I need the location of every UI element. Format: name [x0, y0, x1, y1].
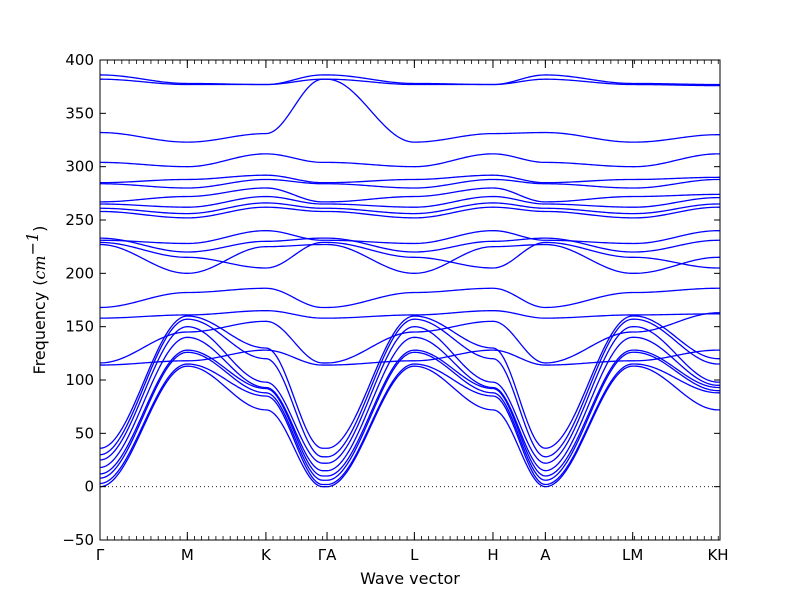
y-tick-label: 200: [65, 264, 94, 282]
y-tick-label: 150: [65, 318, 94, 336]
band-line: [99, 363, 720, 486]
y-tick-label: 250: [65, 211, 94, 229]
band-line: [99, 315, 720, 449]
band-line: [99, 78, 720, 143]
x-tick-label: M: [181, 546, 194, 564]
band-line: [99, 178, 720, 189]
y-tick-label: 400: [65, 51, 94, 69]
band-line: [99, 174, 720, 184]
y-tick-label: 300: [65, 158, 94, 176]
y-axis-unit: cm: [30, 255, 49, 279]
band-line: [99, 78, 720, 87]
band-line: [99, 312, 720, 364]
y-tick-label: 50: [75, 424, 94, 442]
x-tick-label: KH: [707, 546, 728, 564]
plot-frame: [99, 59, 721, 541]
y-axis-unit-exponent: −1: [23, 232, 42, 256]
x-tick-label: A: [540, 546, 551, 564]
band-line: [99, 287, 720, 309]
y-tick-labels: −50 0 50 100 150 200 250 300 350 400: [62, 51, 94, 549]
band-line: [99, 365, 720, 488]
band-line: [99, 243, 720, 274]
y-axis-title-group: Frequency (cm−1): [23, 226, 49, 375]
band-line: [100, 195, 720, 208]
band-line: [99, 241, 720, 269]
band-line: [99, 74, 720, 86]
band-line: [99, 187, 720, 203]
band-line: [99, 318, 720, 458]
x-tick-label: L: [410, 546, 419, 564]
y-tick-label: 0: [84, 478, 94, 496]
band-line: [100, 230, 720, 245]
y-axis-title: Frequency (cm−1): [23, 226, 49, 375]
y-tick-label: 350: [65, 104, 94, 122]
band-line: [99, 326, 720, 464]
band-line: [99, 349, 720, 366]
band-line: [99, 237, 720, 253]
x-tick-label: Γ: [96, 546, 105, 564]
x-tick-labels: Γ M K ΓA L H A LM KH: [96, 546, 729, 564]
x-axis-title: Wave vector: [360, 569, 460, 588]
band-line: [99, 336, 720, 472]
y-axis-title-text: Frequency: [30, 292, 49, 375]
x-tick-label: ΓA: [318, 546, 337, 564]
axis-ticks: [99, 59, 721, 541]
band-line: [99, 351, 720, 481]
band-line: [100, 202, 720, 215]
x-tick-label: K: [261, 546, 272, 564]
band-line: [99, 206, 720, 219]
y-tick-label: 100: [65, 371, 94, 389]
x-tick-label: H: [487, 546, 498, 564]
y-tick-label: −50: [62, 531, 94, 549]
band-line: [99, 153, 720, 168]
band-line: [100, 310, 720, 319]
y-axis-unit-close: ): [30, 226, 49, 232]
y-axis-unit-open: (: [30, 280, 49, 286]
band-line: [99, 349, 720, 477]
x-tick-label: LM: [622, 546, 643, 564]
band-lines: [99, 74, 720, 488]
